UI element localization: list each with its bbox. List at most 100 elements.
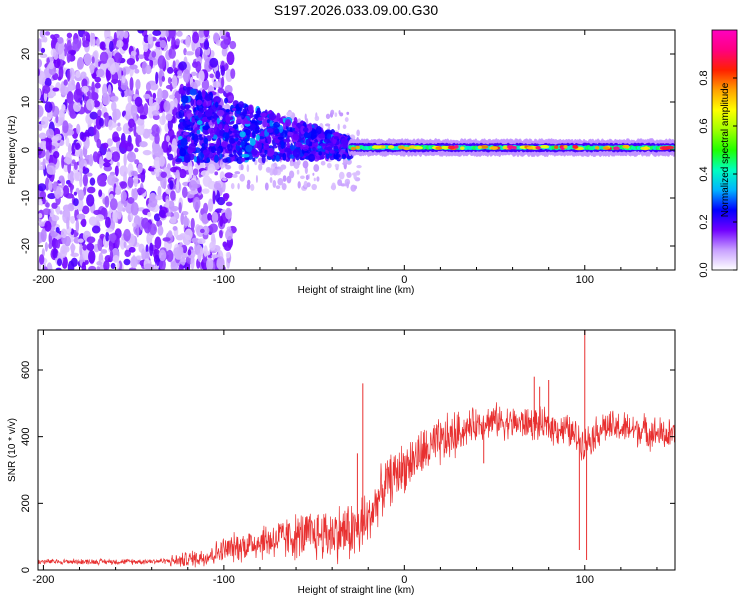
noise-blob xyxy=(168,144,172,153)
noise-blob xyxy=(38,58,43,68)
noise-blob xyxy=(161,89,169,100)
noise-blob xyxy=(48,242,53,250)
noise-blob xyxy=(53,57,61,69)
dispersed-blob xyxy=(286,141,291,150)
noise-blob xyxy=(158,249,167,262)
noise-blob xyxy=(281,183,287,191)
noise-blob xyxy=(338,171,345,180)
line-peak xyxy=(622,144,630,149)
noise-blob xyxy=(326,162,332,169)
dispersed-blob xyxy=(283,139,291,143)
noise-blob xyxy=(79,131,85,141)
noise-blob xyxy=(151,51,157,58)
spectrogram-x-label: Height of straight line (km) xyxy=(298,285,415,296)
noise-blob xyxy=(280,168,283,172)
noise-blob xyxy=(211,254,219,259)
line-peak xyxy=(613,146,620,151)
noise-blob xyxy=(160,174,167,189)
line-peak xyxy=(371,145,382,149)
noise-blob xyxy=(42,85,51,94)
dispersed-blob xyxy=(311,130,317,139)
noise-blob xyxy=(155,257,160,267)
noise-blob xyxy=(153,167,162,173)
noise-blob xyxy=(232,173,238,178)
dispersed-blob xyxy=(249,123,257,131)
dispersed-blob xyxy=(197,111,203,119)
noise-blob xyxy=(149,242,154,257)
noise-blob xyxy=(44,101,53,113)
dispersed-blob xyxy=(280,140,285,150)
noise-blob xyxy=(305,174,309,181)
dispersed-blob xyxy=(184,116,188,121)
noise-blob xyxy=(269,177,273,184)
noise-blob xyxy=(110,95,119,102)
noise-blob xyxy=(39,30,46,39)
noise-blob xyxy=(70,184,75,190)
noise-blob xyxy=(82,40,90,48)
noise-blob xyxy=(216,256,225,270)
noise-blob xyxy=(302,160,309,169)
noise-blob xyxy=(133,173,139,188)
spectrogram-x-tick-label: 100 xyxy=(576,274,594,286)
noise-blob xyxy=(212,32,220,43)
noise-blob xyxy=(167,153,174,161)
noise-blob xyxy=(350,184,357,192)
noise-blob xyxy=(145,64,152,75)
noise-blob xyxy=(165,113,173,122)
dispersed-blob xyxy=(196,129,201,135)
noise-blob xyxy=(67,143,72,155)
noise-blob xyxy=(123,228,131,242)
noise-blob xyxy=(165,212,172,217)
noise-blob xyxy=(188,165,193,179)
noise-blob xyxy=(73,191,77,196)
dispersed-blob xyxy=(181,95,189,104)
noise-blob xyxy=(63,79,68,86)
line-peak xyxy=(640,146,651,151)
noise-blob xyxy=(230,68,236,79)
noise-blob xyxy=(76,213,86,220)
dispersed-blob xyxy=(223,124,230,134)
noise-blob xyxy=(198,30,205,38)
noise-blob xyxy=(220,65,225,76)
noise-blob xyxy=(255,175,258,183)
snr-series-line xyxy=(38,402,675,568)
noise-blob xyxy=(84,95,89,102)
snr-y-tick-label: 200 xyxy=(20,494,32,512)
noise-blob xyxy=(86,186,96,194)
dispersed-blob xyxy=(206,152,215,159)
dispersed-blob xyxy=(202,125,211,131)
noise-blob xyxy=(123,241,127,248)
noise-blob xyxy=(194,48,201,58)
dispersed-blob xyxy=(232,129,240,134)
dispersed-blob xyxy=(225,108,230,113)
line-peak xyxy=(350,146,356,151)
dispersed-blob xyxy=(293,116,298,126)
noise-blob xyxy=(123,258,131,266)
noise-blob xyxy=(108,233,117,242)
colorbar-tick-label: 0.8 xyxy=(698,70,710,85)
noise-blob xyxy=(80,219,87,226)
noise-blob xyxy=(40,228,47,243)
noise-blob xyxy=(139,114,148,120)
snr-x-tick-label: -100 xyxy=(213,574,235,586)
noise-blob xyxy=(117,122,121,127)
spectrogram-y-tick-label: 20 xyxy=(20,48,32,60)
noise-blob xyxy=(209,223,218,233)
noise-blob xyxy=(137,30,145,34)
noise-blob xyxy=(225,207,232,220)
noise-blob xyxy=(38,221,46,227)
noise-blob xyxy=(42,208,51,216)
noise-blob xyxy=(222,178,227,182)
noise-blob xyxy=(156,219,163,228)
line-peak xyxy=(535,145,541,150)
noise-blob xyxy=(94,82,101,89)
dispersed-blob xyxy=(302,127,309,133)
noise-blob xyxy=(46,262,53,270)
dispersed-blob xyxy=(206,157,211,163)
noise-blob xyxy=(188,180,198,191)
noise-blob xyxy=(38,199,43,206)
colorbar-tick-label: 0.0 xyxy=(698,262,710,277)
snr-y-tick-label: 0 xyxy=(20,567,32,573)
noise-blob xyxy=(113,31,117,46)
noise-blob xyxy=(239,173,246,182)
